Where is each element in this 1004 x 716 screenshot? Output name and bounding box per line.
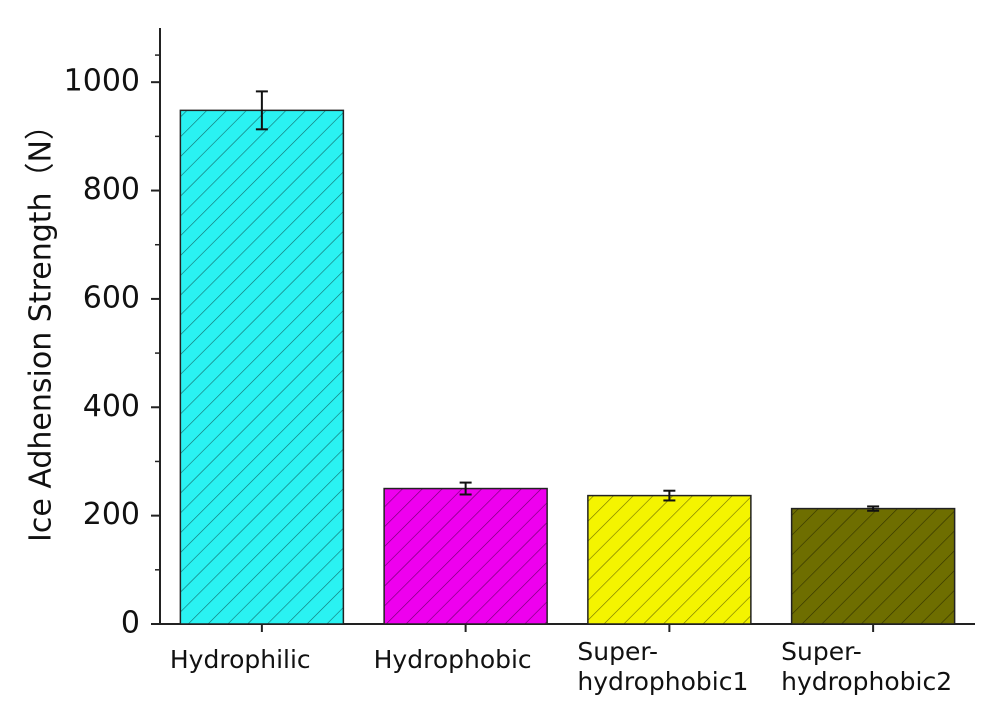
error-bar: [663, 489, 676, 502]
error-bar: [255, 90, 268, 131]
bar: [179, 109, 345, 625]
y-axis-label: Ice Adhension Strength（N）: [24, 110, 59, 542]
x-tick-label: Hydrophobic: [374, 645, 532, 674]
x-tick-label: Super-hydrophobic1: [577, 637, 748, 696]
bar: [790, 507, 956, 625]
error-bar: [867, 505, 880, 512]
y-tick-label: 800: [83, 172, 140, 207]
y-tick-label: 1000: [64, 64, 140, 99]
y-tick-label: 600: [83, 280, 140, 315]
y-tick-label: 0: [121, 606, 140, 641]
y-tick-label: 400: [83, 389, 140, 424]
bar: [383, 487, 548, 625]
x-tick-label: Hydrophilic: [170, 645, 311, 674]
error-bar: [459, 481, 472, 496]
bar: [587, 494, 752, 625]
x-tick-label: Super-hydrophobic2: [781, 637, 952, 696]
y-tick-label: 200: [83, 497, 140, 532]
